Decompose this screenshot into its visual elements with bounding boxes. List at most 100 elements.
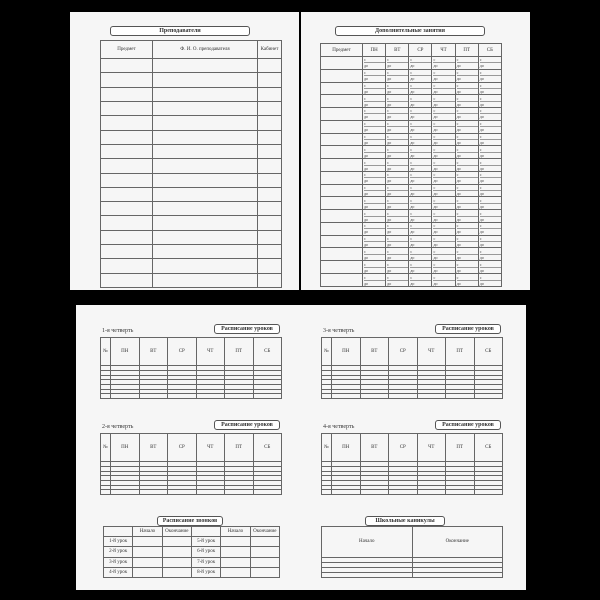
subject-cell[interactable] bbox=[320, 81, 363, 96]
time-cell[interactable]: с до bbox=[385, 209, 410, 223]
table-cell[interactable] bbox=[445, 489, 475, 495]
end-cell[interactable] bbox=[249, 536, 281, 548]
time-cell[interactable]: с до bbox=[477, 260, 503, 275]
time-cell[interactable]: с до bbox=[454, 183, 479, 198]
time-cell[interactable]: с до bbox=[385, 247, 410, 262]
time-cell[interactable]: с до bbox=[477, 119, 503, 134]
table-cell[interactable] bbox=[100, 57, 153, 74]
table-cell[interactable] bbox=[195, 393, 225, 399]
time-cell[interactable]: с до bbox=[361, 132, 387, 147]
time-cell[interactable]: с до bbox=[431, 94, 456, 109]
end-cell[interactable] bbox=[161, 556, 192, 568]
start-cell[interactable] bbox=[132, 546, 163, 558]
subject-cell[interactable] bbox=[320, 234, 363, 249]
table-cell[interactable] bbox=[257, 272, 282, 289]
table-cell[interactable] bbox=[100, 215, 153, 231]
time-cell[interactable]: с до bbox=[477, 247, 503, 262]
table-cell[interactable] bbox=[257, 201, 282, 217]
time-cell[interactable]: с до bbox=[361, 196, 387, 211]
end-cell[interactable] bbox=[161, 536, 192, 548]
time-cell[interactable]: с до bbox=[408, 81, 433, 96]
table-cell[interactable] bbox=[100, 143, 153, 160]
time-cell[interactable]: с до bbox=[361, 234, 387, 249]
table-cell[interactable] bbox=[473, 489, 503, 495]
time-cell[interactable]: с до bbox=[454, 247, 479, 262]
table-cell[interactable] bbox=[152, 100, 258, 117]
table-cell[interactable] bbox=[224, 489, 254, 495]
table-cell[interactable] bbox=[152, 115, 258, 131]
time-cell[interactable]: с до bbox=[431, 247, 456, 262]
table-cell[interactable] bbox=[195, 489, 225, 495]
time-cell[interactable]: с до bbox=[454, 221, 479, 236]
time-cell[interactable]: с до bbox=[454, 170, 479, 185]
table-cell[interactable] bbox=[257, 100, 282, 117]
table-cell[interactable] bbox=[138, 393, 168, 399]
table-cell[interactable] bbox=[152, 201, 258, 217]
start-cell[interactable] bbox=[220, 556, 251, 568]
start-cell[interactable] bbox=[132, 566, 163, 579]
time-cell[interactable]: с до bbox=[385, 56, 410, 70]
time-cell[interactable]: с до bbox=[385, 183, 410, 198]
table-cell[interactable] bbox=[257, 158, 282, 174]
table-cell[interactable] bbox=[152, 86, 258, 102]
table-cell[interactable] bbox=[257, 143, 282, 160]
table-cell[interactable] bbox=[416, 489, 446, 495]
table-cell[interactable] bbox=[152, 229, 258, 246]
table-cell[interactable] bbox=[257, 244, 282, 260]
subject-cell[interactable] bbox=[320, 56, 363, 70]
time-cell[interactable]: с до bbox=[408, 170, 433, 185]
time-cell[interactable]: с до bbox=[477, 56, 503, 70]
time-cell[interactable]: с до bbox=[385, 158, 410, 172]
time-cell[interactable]: с до bbox=[385, 196, 410, 211]
subject-cell[interactable] bbox=[320, 107, 363, 121]
time-cell[interactable]: с до bbox=[454, 234, 479, 249]
table-cell[interactable] bbox=[100, 229, 153, 246]
time-cell[interactable]: с до bbox=[385, 221, 410, 236]
table-cell[interactable] bbox=[100, 272, 153, 289]
table-cell[interactable] bbox=[257, 115, 282, 131]
time-cell[interactable]: с до bbox=[477, 68, 503, 83]
table-cell[interactable] bbox=[110, 489, 140, 495]
time-cell[interactable]: с до bbox=[477, 273, 503, 287]
table-cell[interactable] bbox=[445, 393, 475, 399]
table-cell[interactable] bbox=[257, 57, 282, 74]
time-cell[interactable]: с до bbox=[361, 247, 387, 262]
time-cell[interactable]: с до bbox=[361, 170, 387, 185]
time-cell[interactable]: с до bbox=[454, 68, 479, 83]
time-cell[interactable]: с до bbox=[361, 56, 387, 70]
start-cell[interactable] bbox=[220, 566, 251, 579]
table-cell[interactable] bbox=[257, 229, 282, 246]
time-cell[interactable]: с до bbox=[454, 273, 479, 287]
time-cell[interactable]: с до bbox=[408, 183, 433, 198]
time-cell[interactable]: с до bbox=[385, 234, 410, 249]
subject-cell[interactable] bbox=[320, 145, 363, 160]
time-cell[interactable]: с до bbox=[454, 107, 479, 121]
table-cell[interactable] bbox=[257, 215, 282, 231]
time-cell[interactable]: с до bbox=[408, 221, 433, 236]
table-cell[interactable] bbox=[100, 72, 153, 88]
table-cell[interactable] bbox=[331, 489, 361, 495]
time-cell[interactable]: с до bbox=[385, 170, 410, 185]
subject-cell[interactable] bbox=[320, 273, 363, 287]
table-cell[interactable] bbox=[321, 393, 332, 399]
table-cell[interactable] bbox=[100, 158, 153, 174]
time-cell[interactable]: с до bbox=[431, 107, 456, 121]
table-cell[interactable] bbox=[388, 489, 418, 495]
time-cell[interactable]: с до bbox=[431, 183, 456, 198]
time-cell[interactable]: с до bbox=[408, 196, 433, 211]
time-cell[interactable]: с до bbox=[385, 145, 410, 160]
table-cell[interactable] bbox=[152, 172, 258, 188]
time-cell[interactable]: с до bbox=[454, 196, 479, 211]
table-cell[interactable] bbox=[100, 115, 153, 131]
time-cell[interactable]: с до bbox=[431, 170, 456, 185]
table-cell[interactable] bbox=[100, 172, 153, 188]
time-cell[interactable]: с до bbox=[408, 68, 433, 83]
subject-cell[interactable] bbox=[320, 196, 363, 211]
subject-cell[interactable] bbox=[320, 94, 363, 109]
time-cell[interactable]: с до bbox=[408, 107, 433, 121]
time-cell[interactable]: с до bbox=[408, 234, 433, 249]
time-cell[interactable]: с до bbox=[477, 209, 503, 223]
time-cell[interactable]: с до bbox=[454, 81, 479, 96]
time-cell[interactable]: с до bbox=[431, 260, 456, 275]
table-cell[interactable] bbox=[257, 72, 282, 88]
